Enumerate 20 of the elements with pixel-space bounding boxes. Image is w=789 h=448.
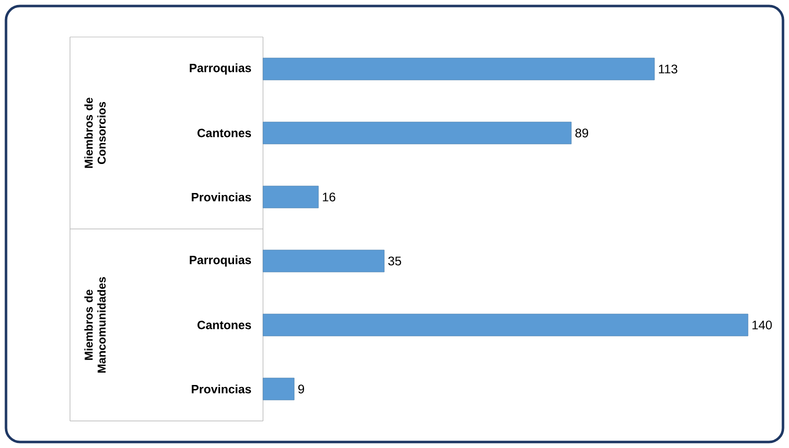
data-label: 9	[298, 384, 304, 394]
text: Miembros de Consorcios	[84, 98, 106, 168]
y-tick-label: Cantones	[198, 320, 251, 330]
data-label: 140	[752, 320, 772, 330]
bar	[262, 378, 294, 400]
bar	[262, 186, 319, 208]
text: Miembros de Mancomunidades	[84, 277, 106, 373]
bar	[262, 314, 748, 336]
data-label: 113	[658, 64, 678, 74]
y-tick-label: Parroquias	[190, 255, 251, 267]
bar	[262, 122, 572, 144]
bar	[262, 250, 384, 272]
y-tick-label: Parroquias	[190, 63, 251, 75]
data-label: 16	[322, 192, 336, 202]
y-tick-label: Provincias	[192, 192, 251, 202]
y-tick-label: Provincias	[192, 384, 251, 394]
data-label: 35	[388, 256, 402, 266]
data-label: 89	[575, 128, 588, 138]
bar	[262, 58, 655, 80]
y-tick-label: Cantones	[198, 128, 251, 138]
